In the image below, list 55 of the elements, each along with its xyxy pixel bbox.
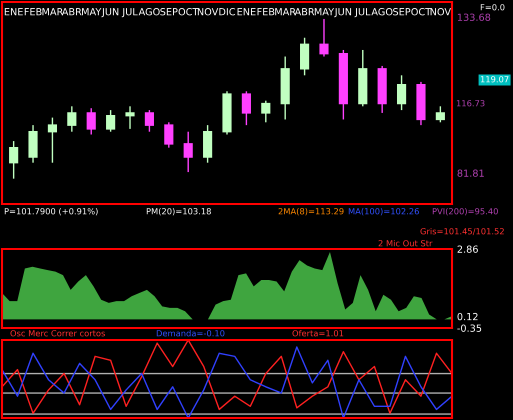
candlestick (144, 109, 154, 132)
y-tick-label: 133.68 (458, 14, 490, 21)
text: 2 Mic Out Str (378, 240, 432, 246)
text: 116.73 (456, 100, 484, 106)
x-tick-label: JUL (122, 8, 138, 18)
x-tick-label: FEB (258, 8, 274, 16)
x-tick-label: NOV (430, 8, 451, 16)
candlestick (396, 74, 406, 111)
candlestick (164, 122, 174, 148)
x-tick-label: MAR (42, 8, 64, 16)
candlestick (184, 131, 193, 173)
x-tick-label: NOV (198, 8, 218, 16)
x-tick-label: MAR (275, 8, 296, 16)
candlestick (9, 140, 18, 180)
x-tick-label: JUN (101, 8, 118, 18)
x-tick-label: ENE (4, 8, 23, 16)
x-tick-label: ABR (62, 8, 82, 16)
text: Demanda=-0.10 (156, 330, 224, 336)
y-tick-label: 2.86 (458, 245, 478, 253)
candlestick (125, 106, 135, 130)
x-tick-label: JUL (354, 8, 370, 18)
text: Gris=101.45/101.52 (420, 228, 504, 236)
candlestick (436, 106, 445, 123)
y-tick-label: 0.12 (458, 312, 478, 320)
candlestick (86, 108, 96, 136)
x-tick-label: ABR (294, 8, 314, 16)
x-tick-label: FEB (24, 8, 42, 16)
candlestick (261, 100, 270, 123)
x-tick-label: JUN (334, 8, 352, 18)
candlestick (48, 116, 58, 164)
candlestick (67, 106, 76, 132)
candlestick (242, 90, 251, 126)
x-tick-label: OCT (178, 8, 198, 16)
x-tick-label: OCT (411, 8, 432, 16)
candlestick (319, 18, 329, 58)
y-tick-label: -0.35 (457, 324, 482, 332)
text: Osc Merc Correr cortos (10, 330, 105, 336)
x-tick-label: AGO (371, 8, 392, 16)
text: Oferta=1.01 (292, 330, 344, 336)
x-tick-label: MAY (82, 8, 102, 16)
text: P=101.7900 (+0.91%) (4, 208, 98, 216)
x-tick-label: DIC (219, 8, 236, 16)
x-tick-label: SEP (393, 8, 410, 16)
x-tick-label: MAY (314, 8, 334, 16)
text: 2MA(8)=113.29 (278, 208, 344, 216)
x-tick-label: SEP (160, 8, 178, 16)
text: PM(20)=103.18 (146, 208, 211, 216)
text: MA(100)=102.26 (348, 208, 419, 216)
x-tick-label: AGO (138, 8, 160, 16)
text: PVI(200)=95.40 (432, 208, 498, 216)
y-tick-label: 81.81 (458, 169, 484, 177)
x-tick-label: ENE (238, 8, 256, 16)
candlestick (106, 109, 116, 132)
text: F=0.0 (480, 4, 504, 10)
text: 119.07 (480, 76, 508, 82)
